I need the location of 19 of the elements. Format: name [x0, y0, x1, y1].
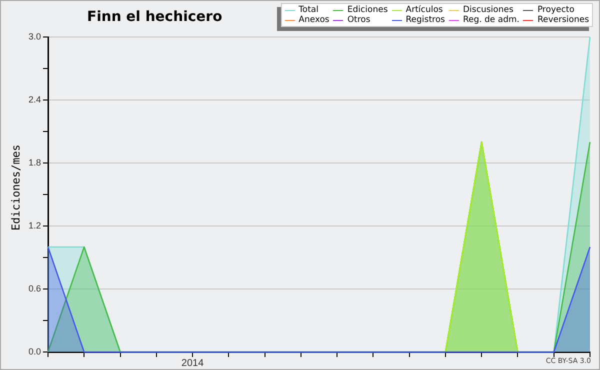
legend-label: Proyecto [537, 5, 574, 15]
y-tick-label: 3.0 [28, 31, 41, 42]
y-axis-title: Ediciones/mes [10, 143, 22, 232]
legend-label: Discusiones [462, 5, 514, 15]
legend-label: Total [298, 5, 319, 15]
legend-label: Artículos [406, 5, 443, 15]
legend-label: Otros [347, 15, 370, 25]
chart-title: Finn el hechicero [87, 9, 222, 25]
legend-label: Reversiones [537, 15, 589, 25]
y-tick-label: 1.2 [28, 220, 41, 230]
y-tick-label: 0.6 [28, 283, 41, 294]
legend-label: Registros [406, 15, 445, 25]
y-tick-label: 1.8 [28, 157, 41, 168]
y-tick-label: 0.0 [28, 346, 41, 356]
y-tick-label: 2.4 [28, 94, 41, 104]
legend-label: Ediciones [347, 5, 388, 15]
legend-label: Anexos [298, 15, 330, 25]
x-tick-label: 2014 [181, 358, 204, 369]
legend-label: Reg. de adm. [462, 15, 520, 25]
